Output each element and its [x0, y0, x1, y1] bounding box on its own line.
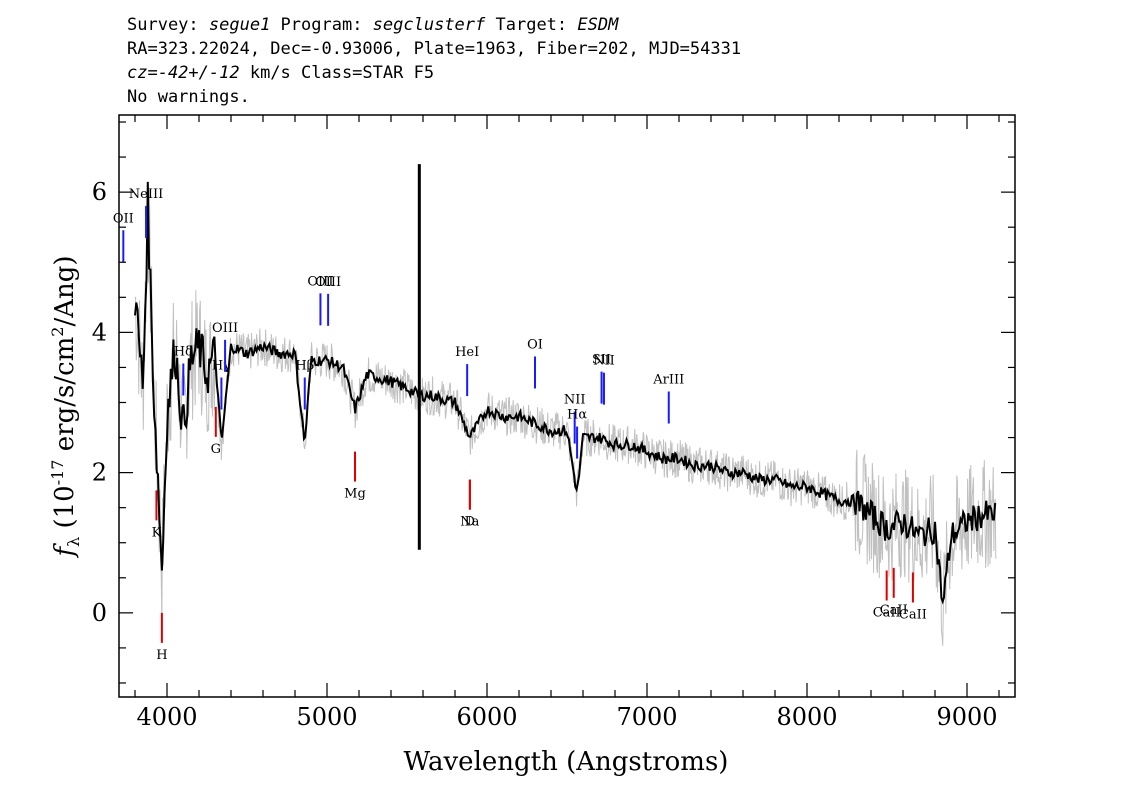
- program-value: segclusterf: [373, 15, 486, 35]
- y-tick-label: 0: [92, 599, 107, 627]
- y-axis-exp: -17: [48, 460, 67, 486]
- abs-line-label: K: [152, 525, 162, 540]
- class-text: km/s Class=STAR F5: [240, 63, 434, 83]
- y-tick-label: 6: [92, 178, 107, 206]
- em-line-label: OIII: [307, 274, 333, 289]
- em-line-label: OIII: [315, 275, 341, 290]
- x-tick-label: 8000: [776, 703, 837, 731]
- em-line-label: OI: [527, 337, 543, 352]
- em-line-label: OII: [113, 211, 134, 226]
- x-tick-label: 7000: [616, 703, 677, 731]
- raw-flux-layer: [134, 189, 997, 646]
- y-axis-unit-c: /Ang): [50, 255, 80, 326]
- y-axis-unit-a: (10: [50, 485, 80, 537]
- em-line-label: NII: [564, 393, 586, 408]
- spectral-line-markers: OIINeIIIHδHγOIIIHβOIIIOIIIHeIOINIIHαSIIN…: [113, 187, 927, 663]
- target-value: ESDM: [577, 15, 619, 35]
- abs-line-label: CaII: [899, 607, 927, 622]
- x-axis-label: Wavelength (Angstroms): [404, 747, 729, 777]
- y-axis-unit-b: erg/s/cm: [50, 337, 80, 460]
- em-line-label: NII: [593, 354, 615, 369]
- axis-ticks: 4000 5000 6000 7000 8000 9000 0 2 4 6: [92, 115, 1015, 731]
- target-label: Target:: [485, 15, 577, 35]
- survey-label: Survey:: [127, 15, 209, 35]
- smoothed-flux-line: [134, 181, 997, 605]
- em-line-label: SII: [592, 353, 611, 368]
- em-line-label: HeI: [455, 345, 479, 360]
- header-line-1: Survey: segue1 Program: segclusterf Targ…: [127, 15, 619, 35]
- survey-value: segue1: [209, 15, 270, 35]
- em-line-label: ArIII: [652, 373, 684, 388]
- em-line-label: OIII: [212, 321, 238, 336]
- y-axis-exp2: 2: [48, 327, 67, 337]
- y-axis-symbol-sub: λ: [64, 537, 83, 547]
- header-line-2: RA=323.22024, Dec=-0.93006, Plate=1963, …: [127, 39, 741, 59]
- em-line-label: NeIII: [129, 187, 163, 202]
- program-label: Program:: [270, 15, 372, 35]
- header-line-3: cz=-42+/-12 km/s Class=STAR F5: [127, 63, 434, 83]
- em-line-label: Hβ: [295, 359, 314, 374]
- abs-line-label: G: [211, 442, 221, 457]
- cz-value: cz=-42+/-12: [127, 63, 240, 83]
- abs-line-label: Na: [460, 515, 479, 530]
- em-line-label: Hδ: [174, 344, 193, 359]
- x-tick-label: 5000: [296, 703, 357, 731]
- x-tick-label: 4000: [136, 703, 197, 731]
- abs-line-label: CaII: [873, 606, 901, 621]
- y-tick-label: 4: [92, 318, 107, 346]
- y-tick-label: 2: [92, 459, 107, 487]
- abs-line-label: CaII: [880, 603, 908, 618]
- em-line-label: Hα: [567, 408, 587, 423]
- plot-frame: [118, 114, 1016, 698]
- smoothed-flux-layer: [134, 164, 997, 605]
- x-tick-label: 6000: [456, 703, 517, 731]
- x-tick-label: 9000: [936, 703, 997, 731]
- header-line-4: No warnings.: [127, 87, 250, 107]
- abs-line-label: D: [465, 515, 475, 530]
- abs-line-label: Mg: [344, 487, 366, 502]
- em-line-label: Hγ: [212, 359, 231, 374]
- y-axis-label: fλ (10-17 erg/s/cm2/Ang): [48, 255, 83, 558]
- abs-line-label: H: [156, 648, 167, 663]
- raw-flux-line: [134, 189, 997, 646]
